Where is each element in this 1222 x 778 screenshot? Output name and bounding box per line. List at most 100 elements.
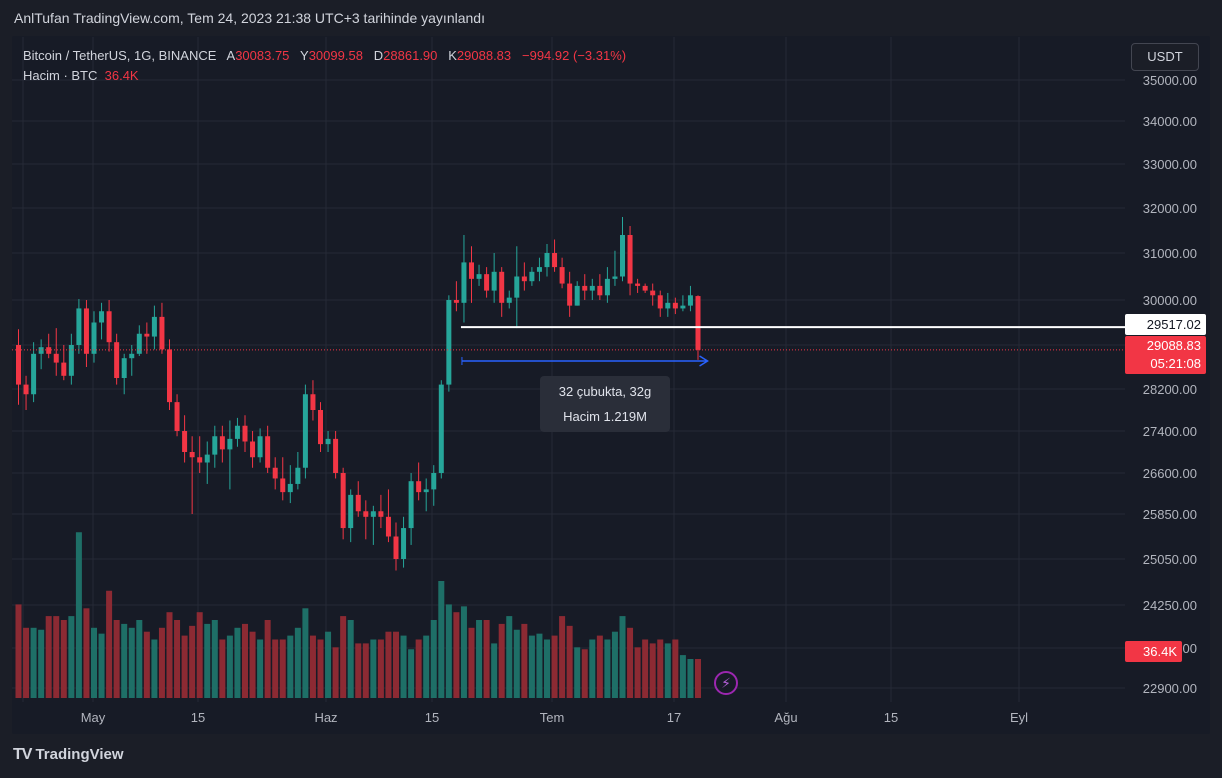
candle-body: [469, 262, 474, 279]
lightning-icon[interactable]: ⚡: [714, 671, 738, 695]
volume-bar: [219, 639, 226, 698]
volume-bar: [634, 647, 641, 698]
volume-bar: [45, 616, 52, 698]
y-tick-label: 33000.00: [1143, 157, 1197, 172]
volume-bar: [657, 639, 664, 698]
symbol-label[interactable]: Bitcoin / TetherUS, 1G, BINANCE: [23, 48, 217, 63]
volume-bar: [521, 623, 528, 698]
candle-body: [544, 253, 550, 268]
low-label: D: [373, 48, 384, 63]
x-tick-label: 17: [667, 710, 681, 725]
volume-bar: [60, 620, 67, 698]
volume-bar: [166, 612, 173, 698]
volume-bar: [143, 631, 150, 698]
y-tick-label: 34000.00: [1143, 114, 1197, 129]
candle-body: [385, 516, 391, 537]
x-tick-label: 15: [191, 710, 205, 725]
candle-body: [280, 478, 286, 493]
volume-bar: [136, 620, 143, 698]
x-tick-label: Eyl: [1010, 710, 1028, 725]
volume-bar: [604, 639, 611, 698]
tradingview-brand[interactable]: TV TradingView: [13, 746, 124, 764]
candle-body: [665, 302, 671, 309]
candle-body: [302, 394, 308, 468]
candle-body: [212, 436, 218, 455]
volume-bar: [491, 643, 498, 698]
volume-bar: [370, 639, 377, 698]
volume-bar: [189, 625, 196, 698]
volume-value: 36.4K: [104, 68, 139, 83]
candle-body: [204, 454, 210, 463]
bar-countdown: 05:21:08: [1150, 356, 1201, 371]
candle-body: [431, 473, 437, 490]
candle-body: [370, 511, 376, 517]
volume-bar: [408, 649, 415, 698]
candle-body: [348, 494, 354, 529]
candle-body: [333, 438, 339, 473]
candle-body: [106, 311, 112, 343]
candle-body: [99, 311, 105, 323]
volume-bar: [249, 631, 256, 698]
candle-body: [227, 438, 233, 450]
candle-body: [695, 296, 701, 350]
candle-body: [257, 436, 263, 458]
measure-bars-text: 32 çubukta, 32g: [558, 384, 652, 399]
volume-bar: [559, 616, 566, 698]
x-tick-label: Ağu: [774, 710, 797, 725]
high-label: Y: [300, 48, 309, 63]
volume-bar: [181, 635, 188, 698]
volume-bar: [234, 627, 241, 698]
candle-body: [68, 345, 74, 376]
volume-bar: [589, 639, 596, 698]
x-tick-label: May: [81, 710, 106, 725]
candle-body: [627, 235, 633, 284]
y-tick-label: 25850.00: [1143, 507, 1197, 522]
volume-bar: [279, 639, 286, 698]
open-label: A: [226, 48, 236, 63]
candle-body: [401, 528, 407, 559]
volume-bar: [664, 643, 671, 698]
candle-body: [250, 441, 256, 458]
volume-bar: [204, 623, 211, 698]
overlays: [12, 326, 1125, 367]
candle-body: [287, 483, 293, 493]
volume-bar: [75, 532, 82, 698]
candle-body: [506, 297, 512, 303]
volume-bar: [257, 639, 264, 698]
candle-body: [159, 316, 165, 350]
candle-body: [31, 353, 37, 395]
candle-body: [182, 431, 188, 452]
volume-bar: [377, 639, 384, 698]
candle-body: [589, 285, 595, 291]
volume-label[interactable]: Hacim · BTC: [23, 68, 98, 83]
currency-button[interactable]: USDT: [1131, 43, 1199, 71]
candle-body: [23, 384, 29, 395]
volume-bar: [627, 627, 634, 698]
volume-bar: [30, 627, 37, 698]
candle-body: [174, 402, 180, 431]
candle-body: [672, 302, 678, 309]
volume-bar: [302, 608, 309, 698]
tradingview-logo-icon: TV: [13, 746, 32, 763]
y-tick-label: 35000.00: [1143, 73, 1197, 88]
candle-body: [144, 333, 150, 337]
y-tick-label: 28200.00: [1143, 382, 1197, 397]
candle-body: [355, 494, 361, 512]
volume-bar: [506, 616, 513, 698]
candle-body: [620, 235, 625, 277]
candle-body: [265, 436, 271, 468]
candle-body: [121, 358, 127, 378]
y-tick-label: 22900.00: [1143, 681, 1197, 696]
volume-bar: [393, 631, 399, 698]
chart-legend: Bitcoin / TetherUS, 1G, BINANCE A30083.7…: [23, 46, 626, 86]
volume-bar: [309, 635, 316, 698]
last-price-value: 29088.83: [1146, 338, 1201, 353]
volume-bar: [211, 620, 218, 698]
candle-body: [476, 274, 482, 279]
candle-body: [61, 362, 67, 376]
y-tick-label: 27400.00: [1143, 424, 1197, 439]
candle-body: [499, 271, 505, 303]
volume-bar: [649, 643, 656, 698]
candle-body: [53, 353, 59, 363]
